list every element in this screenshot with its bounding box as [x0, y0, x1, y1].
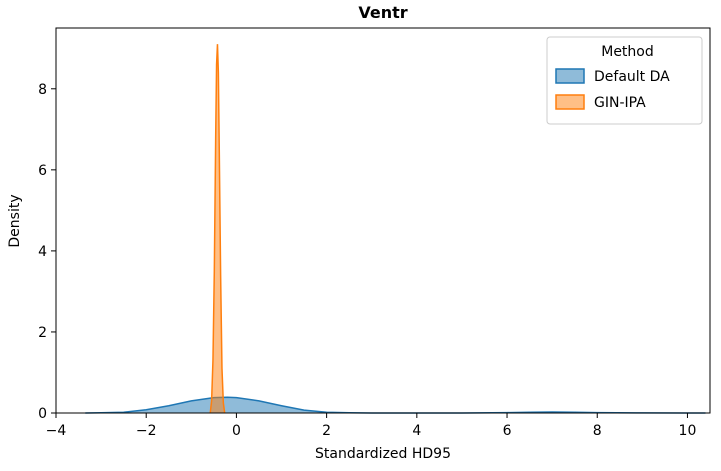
x-tick-label: −2 — [136, 423, 157, 439]
x-tick-label: 10 — [679, 423, 697, 439]
legend-label-gin-ipa: GIN-IPA — [594, 95, 646, 111]
plot-frame — [55, 27, 711, 414]
y-tick-label: 4 — [38, 244, 47, 260]
chart-title: Ventr — [358, 3, 407, 22]
y-tick-label: 6 — [38, 163, 47, 179]
x-tick-label: 4 — [412, 423, 421, 439]
series-layer — [85, 44, 706, 414]
y-axis-label: Density — [7, 194, 23, 247]
legend-swatch-default-da — [555, 68, 585, 84]
x-tick-label: 6 — [503, 423, 512, 439]
x-tick-label: −4 — [46, 423, 67, 439]
y-tick-label: 2 — [38, 325, 47, 341]
legend-swatch-gin-ipa — [555, 94, 585, 110]
y-tick-label: 0 — [38, 406, 47, 422]
default-da-line — [85, 396, 706, 414]
x-tick-label: 2 — [322, 423, 331, 439]
x-tick-label: 0 — [232, 423, 241, 439]
default-da-area — [85, 397, 706, 413]
legend-box — [546, 36, 703, 125]
legend-title: Method — [601, 44, 654, 60]
y-tick-label: 8 — [38, 82, 47, 98]
x-tick-label: 8 — [593, 423, 602, 439]
legend-label-default-da: Default DA — [594, 69, 670, 85]
gin-ipa-line — [209, 44, 226, 414]
y-axis: 0 2 4 6 8 — [38, 82, 56, 422]
x-axis-label: Standardized HD95 — [315, 446, 451, 462]
x-axis: −4 −2 0 2 4 6 8 10 — [46, 413, 697, 439]
legend: Method Default DA GIN-IPA — [546, 36, 703, 125]
